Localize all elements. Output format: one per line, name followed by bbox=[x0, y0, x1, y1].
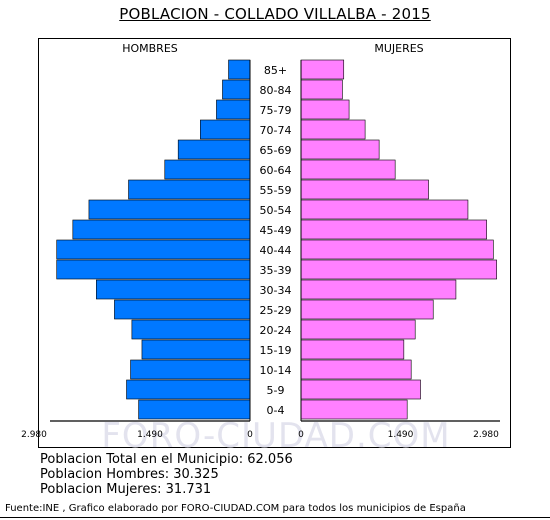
bar-mujeres-15-19 bbox=[300, 339, 405, 360]
tick-right-0: 0 bbox=[298, 430, 304, 440]
age-label-20-24: 20-24 bbox=[260, 324, 292, 337]
bar-mujeres-80-84 bbox=[300, 79, 343, 100]
age-label-10-14: 10-14 bbox=[260, 364, 292, 377]
age-label-45-49: 45-49 bbox=[260, 224, 292, 237]
tick-left-1: 1.490 bbox=[137, 430, 163, 440]
age-label-55-59: 55-59 bbox=[260, 184, 292, 197]
bar-mujeres-85+ bbox=[300, 59, 345, 80]
age-label-85+: 85+ bbox=[264, 64, 287, 77]
bar-hombres-25-29 bbox=[114, 299, 251, 320]
page-title: POBLACION - COLLADO VILLALBA - 2015 bbox=[119, 5, 431, 23]
age-label-75-79: 75-79 bbox=[260, 104, 292, 117]
age-label-50-54: 50-54 bbox=[260, 204, 292, 217]
bar-hombres-60-64 bbox=[164, 159, 251, 180]
bar-hombres-5-9 bbox=[126, 379, 251, 400]
age-label-80-84: 80-84 bbox=[260, 84, 292, 97]
age-label-35-39: 35-39 bbox=[260, 264, 292, 277]
stat-women-population: Poblacion Mujeres: 31.731 bbox=[40, 482, 212, 497]
age-label-0-4: 0-4 bbox=[267, 404, 285, 417]
bar-hombres-75-79 bbox=[216, 99, 251, 120]
age-label-25-29: 25-29 bbox=[260, 304, 292, 317]
bar-hombres-65-69 bbox=[177, 139, 251, 160]
bottom-rule bbox=[0, 517, 550, 518]
tick-right-2: 2.980 bbox=[473, 430, 499, 440]
bar-mujeres-20-24 bbox=[300, 319, 416, 340]
bar-mujeres-25-29 bbox=[300, 299, 434, 320]
bar-hombres-35-39 bbox=[56, 259, 251, 280]
watermark: FORO-CIUDAD.COM bbox=[101, 416, 450, 452]
bar-mujeres-70-74 bbox=[300, 119, 366, 140]
age-label-70-74: 70-74 bbox=[260, 124, 292, 137]
bar-hombres-0-4 bbox=[138, 399, 251, 420]
age-label-30-34: 30-34 bbox=[260, 284, 292, 297]
bar-mujeres-10-14 bbox=[300, 359, 412, 380]
age-label-65-69: 65-69 bbox=[260, 144, 292, 157]
bar-hombres-80-84 bbox=[222, 79, 251, 100]
bar-mujeres-0-4 bbox=[300, 399, 408, 420]
age-label-5-9: 5-9 bbox=[267, 384, 285, 397]
chart-frame bbox=[38, 38, 511, 448]
bar-hombres-70-74 bbox=[200, 119, 251, 140]
bar-mujeres-5-9 bbox=[300, 379, 421, 400]
bar-mujeres-45-49 bbox=[300, 219, 487, 240]
bar-hombres-30-34 bbox=[96, 279, 251, 300]
bar-mujeres-60-64 bbox=[300, 159, 396, 180]
population-pyramid-chart: FORO-CIUDAD.COM HOMBRES MUJERES 85+ 80-84… bbox=[21, 42, 500, 452]
bar-mujeres-30-34 bbox=[300, 279, 457, 300]
source-note: Fuente:INE , Grafico elaborado por FORO-… bbox=[5, 503, 466, 514]
bar-mujeres-35-39 bbox=[300, 259, 497, 280]
tick-right-1: 1.490 bbox=[388, 430, 414, 440]
bar-mujeres-65-69 bbox=[300, 139, 380, 160]
header-hombres: HOMBRES bbox=[122, 42, 178, 55]
tick-left-2: 0 bbox=[247, 430, 253, 440]
age-label-60-64: 60-64 bbox=[260, 164, 292, 177]
bar-hombres-55-59 bbox=[128, 179, 251, 200]
age-label-15-19: 15-19 bbox=[260, 344, 292, 357]
bar-mujeres-55-59 bbox=[300, 179, 429, 200]
bar-hombres-40-44 bbox=[56, 239, 251, 260]
bar-hombres-50-54 bbox=[88, 199, 251, 220]
header-mujeres: MUJERES bbox=[374, 42, 423, 55]
bar-hombres-20-24 bbox=[131, 319, 251, 340]
bar-hombres-15-19 bbox=[141, 339, 251, 360]
bar-hombres-45-49 bbox=[72, 219, 251, 240]
bar-mujeres-50-54 bbox=[300, 199, 469, 220]
age-label-40-44: 40-44 bbox=[260, 244, 292, 257]
bar-mujeres-75-79 bbox=[300, 99, 350, 120]
bar-mujeres-40-44 bbox=[300, 239, 494, 260]
stat-men-population: Poblacion Hombres: 30.325 bbox=[40, 467, 219, 482]
stat-total-population: Poblacion Total en el Municipio: 62.056 bbox=[40, 452, 293, 467]
bar-hombres-10-14 bbox=[130, 359, 251, 380]
tick-left-0: 2.980 bbox=[21, 430, 47, 440]
bar-hombres-85+ bbox=[228, 59, 251, 80]
